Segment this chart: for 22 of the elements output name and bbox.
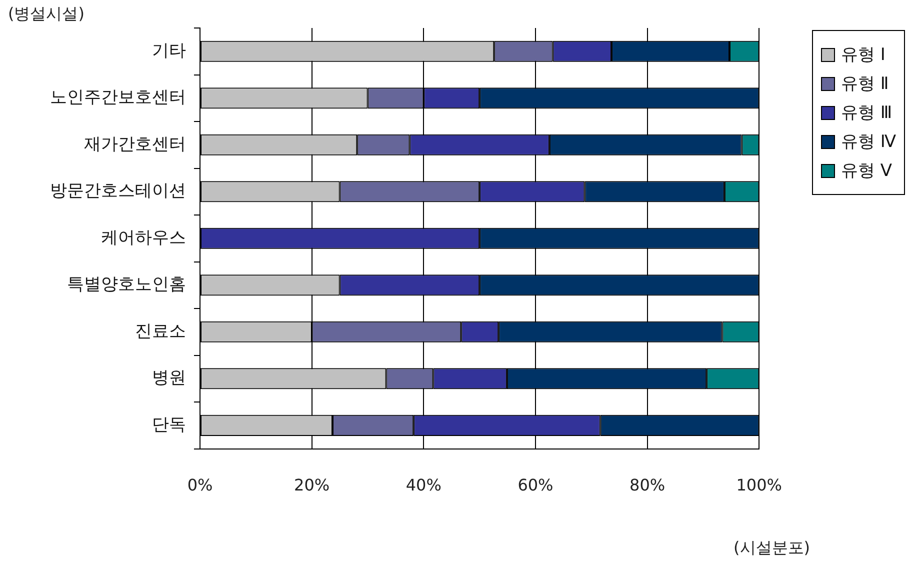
y-tick-label: 케어하우스 <box>101 228 186 248</box>
legend-label: 유형 Ⅳ <box>841 131 896 153</box>
legend-label: 유형 Ⅰ <box>841 44 886 66</box>
y-tick-label: 재가간호센터 <box>84 134 186 154</box>
x-tick-label: 100% <box>736 476 782 495</box>
y-axis-title: (병설시설) <box>8 4 84 25</box>
x-tick-label: 20% <box>294 476 330 495</box>
legend-label: 유형 Ⅲ <box>841 102 892 124</box>
legend-label: 유형 Ⅴ <box>841 160 892 182</box>
x-axis-title: (시설분포) <box>734 538 810 559</box>
y-tick-label: 기타 <box>152 40 186 61</box>
y-tick-label: 특별양호노인홈 <box>67 274 186 295</box>
y-tick-label: 단독 <box>152 414 186 435</box>
y-tick-label: 진료소 <box>135 321 186 342</box>
y-tick-label: 방문간호스테이션 <box>50 181 186 202</box>
x-tick-label: 80% <box>630 476 666 495</box>
x-tick-label: 40% <box>406 476 442 495</box>
x-tick-label: 60% <box>518 476 554 495</box>
x-tick-label: 0% <box>187 476 213 495</box>
y-tick-label: 노인주간보호센터 <box>50 88 186 108</box>
y-tick-label: 병원 <box>152 368 186 388</box>
legend-label: 유형 Ⅱ <box>841 73 889 95</box>
